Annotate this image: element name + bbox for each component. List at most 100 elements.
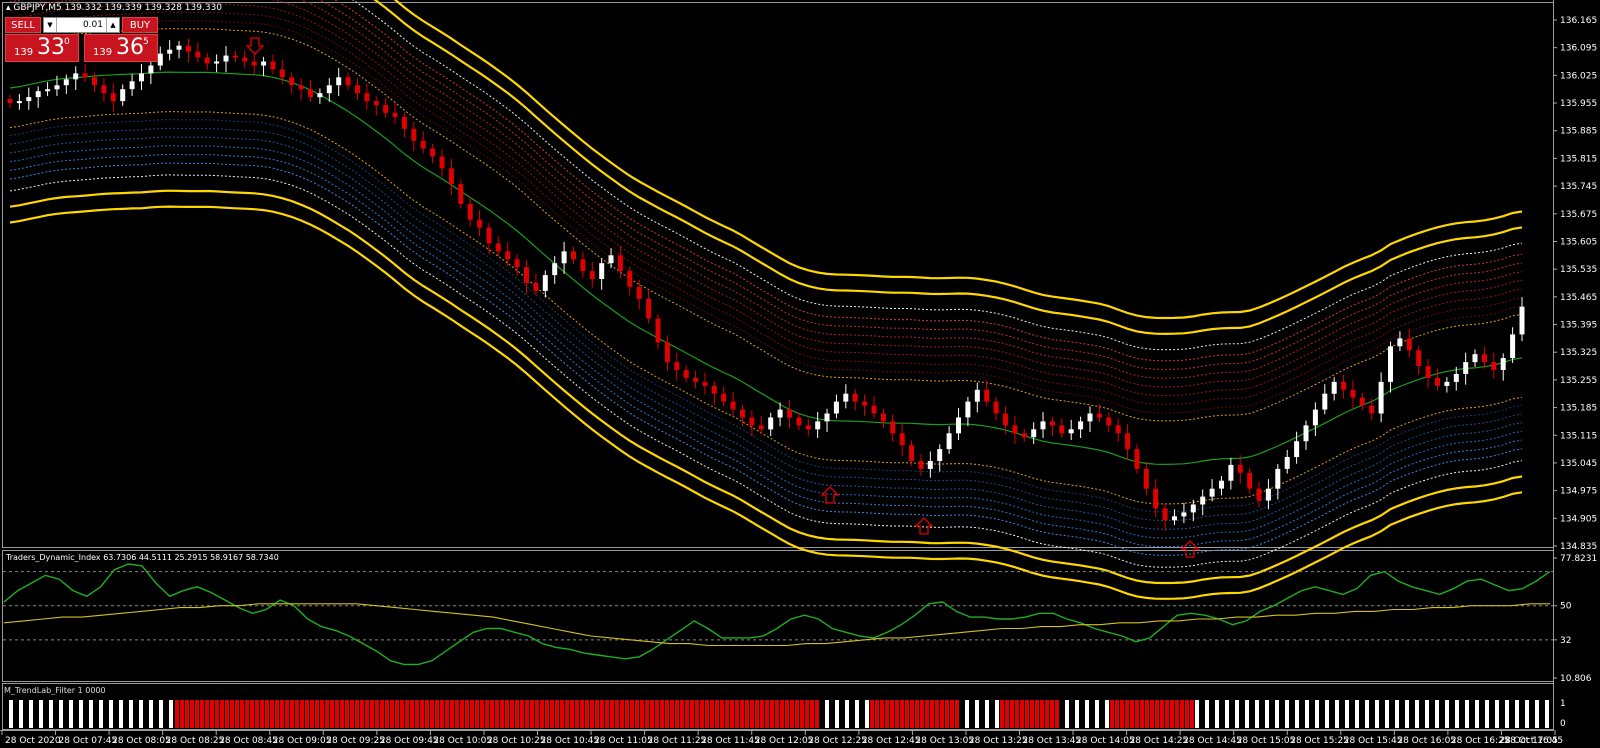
outer-band-line (9, 205, 1523, 600)
bull-candle (129, 81, 135, 90)
filter-bar (665, 700, 669, 728)
bull-candle (223, 55, 229, 62)
bear-candle (1247, 472, 1253, 489)
sell-button[interactable]: SELL (5, 17, 41, 33)
bear-candle (702, 381, 708, 386)
filter-bar (1420, 700, 1424, 728)
filter-bar (44, 700, 48, 728)
filter-bar (1015, 700, 1019, 728)
filter-bar (200, 700, 204, 728)
bull-candle (120, 89, 126, 102)
filter-bar (1205, 700, 1209, 728)
lot-size-field: ▼ ▲ (43, 17, 120, 33)
lot-input[interactable] (57, 18, 106, 32)
filter-bar (810, 700, 814, 728)
filter-bar (1160, 700, 1164, 728)
bull-candle (148, 65, 154, 74)
filter-bar (1095, 700, 1099, 728)
bear-candle (204, 57, 210, 64)
filter-label: M_TrendLab_Filter 1 0000 (4, 686, 106, 695)
bear-candle (7, 99, 13, 104)
filter-bar (935, 700, 939, 728)
sell-price-box[interactable]: 139 33 0 (5, 34, 79, 62)
filter-bar (595, 700, 599, 728)
filter-bar (1290, 700, 1294, 728)
filter-bar (1145, 700, 1149, 728)
bear-candle (430, 148, 436, 157)
bear-candle (730, 401, 736, 410)
buy-arrow-icon (914, 517, 934, 535)
bull-candle (1463, 362, 1469, 374)
filter-bar (975, 700, 979, 728)
filter-bar (225, 700, 229, 728)
buy-price-box[interactable]: 139 36 5 (84, 34, 158, 62)
price-tick-label: 135.045 (1560, 459, 1597, 469)
filter-bar (185, 700, 189, 728)
bull-candle (176, 45, 182, 50)
bull-candle (1472, 354, 1478, 363)
filter-bar (1430, 700, 1434, 728)
filter-bar (755, 700, 759, 728)
time-tick-label: 28 Oct 11:05 (594, 736, 653, 746)
lot-decrease-icon[interactable]: ▼ (44, 18, 57, 32)
upper-orange-dotted-line (9, 28, 1523, 422)
filter-bar (295, 700, 299, 728)
filter-bar (805, 700, 809, 728)
filter-bar (1305, 700, 1309, 728)
lot-increase-icon[interactable]: ▲ (106, 18, 119, 32)
filter-bar (4, 700, 8, 728)
filter-bar (525, 700, 529, 728)
filter-bar (735, 700, 739, 728)
filter-bar (1225, 700, 1229, 728)
filter-bar (605, 700, 609, 728)
indicator-lines (3, 563, 1553, 666)
time-tick-label: 28 Oct 16:05 (1397, 736, 1456, 746)
time-tick-label: 28 Oct 13:45 (1022, 736, 1081, 746)
lower-fan-line (9, 127, 1523, 522)
filter-bar (39, 700, 43, 728)
bear-candle (636, 287, 642, 299)
filter-bar (750, 700, 754, 728)
filter-bar (710, 700, 714, 728)
bear-candle (918, 461, 924, 469)
filter-bar (69, 700, 73, 728)
filter-bar (930, 700, 934, 728)
bear-candle (1059, 425, 1065, 434)
bull-candle (815, 421, 821, 430)
buy-button[interactable]: BUY (122, 17, 158, 33)
bear-candle (279, 69, 285, 78)
bear-candle (439, 156, 445, 169)
bear-candle (617, 255, 623, 272)
filter-bar (470, 700, 474, 728)
filter-bar (275, 700, 279, 728)
upper-fan-line (9, 2, 1523, 397)
filter-bar (124, 700, 128, 728)
bull-candle (317, 93, 323, 98)
filter-bar (730, 700, 734, 728)
price-tick-label: 135.395 (1560, 321, 1597, 331)
filter-bar (315, 700, 319, 728)
bear-candle (467, 203, 473, 220)
bear-candle (373, 101, 379, 106)
time-tick-label: 28 Oct 12:25 (808, 736, 867, 746)
filter-bar (235, 700, 239, 728)
bear-candle (1369, 405, 1375, 414)
time-tick-label: 28 Oct 11:25 (648, 736, 707, 746)
filter-bar (1100, 700, 1104, 728)
symbol-triangle-icon[interactable]: ▴ (6, 3, 11, 13)
filter-bar (270, 700, 274, 728)
filter-bar (1435, 700, 1439, 728)
filter-bar (440, 700, 444, 728)
filter-bar (1040, 700, 1044, 728)
filter-bar (410, 700, 414, 728)
filter-bar (144, 700, 148, 728)
bull-candle (768, 417, 774, 430)
price-tick-label: 135.815 (1560, 154, 1597, 164)
bear-candle (721, 393, 727, 402)
filter-bar (59, 700, 63, 728)
outer-band-line (373, 0, 1523, 336)
filter-bar (1465, 700, 1469, 728)
filter-bar (1445, 700, 1449, 728)
filter-bar (1390, 700, 1394, 728)
